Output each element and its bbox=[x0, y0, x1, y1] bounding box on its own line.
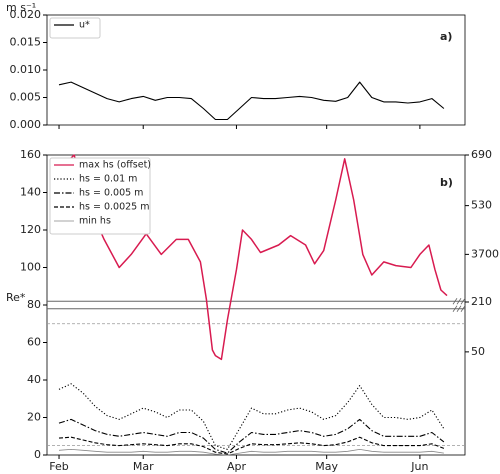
legend-label: hs = 0.005 m bbox=[79, 188, 143, 199]
y-tick-label: 0.000 bbox=[10, 118, 42, 131]
y-tick-label: 80 bbox=[27, 298, 41, 311]
data-line bbox=[58, 449, 444, 456]
legend-label: hs = 0.0025 m bbox=[79, 202, 150, 213]
data-line bbox=[58, 81, 445, 121]
y-tick-label: 0.010 bbox=[10, 63, 42, 76]
y-tick-label: 100 bbox=[20, 261, 41, 274]
y-tick-label: 0.015 bbox=[10, 36, 42, 49]
y2-tick-label: 50 bbox=[471, 345, 485, 358]
y-tick-label: 120 bbox=[20, 223, 41, 236]
data-line bbox=[58, 154, 448, 361]
plot-frame bbox=[46, 14, 466, 126]
break-mark bbox=[452, 305, 466, 312]
break-mark bbox=[452, 298, 466, 305]
y-tick-label: 40 bbox=[27, 373, 41, 386]
y2-tick-label: 530 bbox=[471, 199, 492, 212]
x-tick-label: May bbox=[315, 460, 338, 473]
data-line bbox=[58, 418, 445, 454]
panel-label: a) bbox=[440, 30, 452, 43]
y2-tick-label: 690 bbox=[471, 148, 492, 161]
x-tick-label: Mar bbox=[133, 460, 154, 473]
y-axis-label: Re* bbox=[6, 291, 26, 304]
y2-tick-label: 3700 bbox=[471, 247, 499, 260]
y-tick-label: 160 bbox=[20, 148, 41, 161]
legend-label: min hs bbox=[79, 216, 111, 227]
legend-label: u* bbox=[79, 20, 90, 31]
data-line bbox=[58, 383, 445, 450]
legend-label: max hs (offset) bbox=[79, 160, 151, 171]
y-tick-label: 60 bbox=[27, 336, 41, 349]
y-tick-label: 0 bbox=[34, 448, 41, 461]
panel-label: b) bbox=[440, 176, 453, 189]
y-tick-label: 140 bbox=[20, 186, 41, 199]
y-axis-label: m s⁻¹ bbox=[6, 1, 36, 14]
y2-tick-label: 210 bbox=[471, 295, 492, 308]
x-tick-label: Apr bbox=[227, 460, 247, 473]
x-tick-label: Jun bbox=[410, 460, 428, 473]
y-tick-label: 0.005 bbox=[10, 91, 42, 104]
y-tick-label: 20 bbox=[27, 411, 41, 424]
legend-box bbox=[49, 157, 151, 235]
legend-box bbox=[49, 17, 101, 39]
legend-label: hs = 0.01 m bbox=[79, 174, 137, 185]
x-tick-label: Feb bbox=[49, 460, 68, 473]
y-tick-label: 0.020 bbox=[10, 8, 42, 21]
